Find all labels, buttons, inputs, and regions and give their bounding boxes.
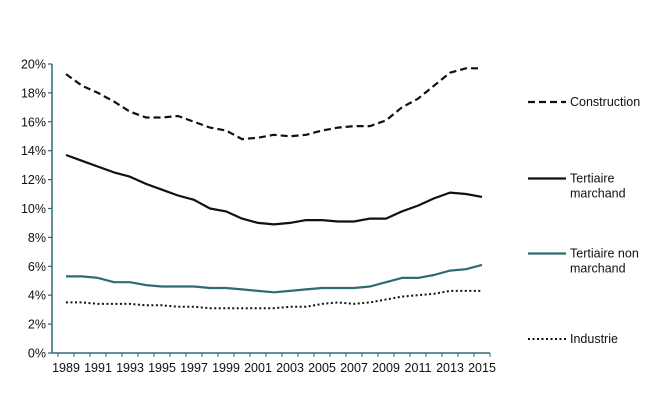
series-group xyxy=(65,67,483,310)
y-tick-label: 4% xyxy=(28,289,46,303)
legend-label: marchand xyxy=(570,187,626,201)
series-line-construction xyxy=(65,67,482,141)
series-line-tertiaire-marchand xyxy=(65,153,483,226)
y-tick-label: 14% xyxy=(21,144,46,158)
x-tick-label: 2009 xyxy=(372,361,400,375)
x-tick-label: 1997 xyxy=(180,361,208,375)
y-tick-label: 18% xyxy=(21,86,46,100)
legend-label: Tertiaire xyxy=(570,172,615,186)
x-tick-label: 2013 xyxy=(436,361,464,375)
legend-label: Construction xyxy=(570,95,640,109)
y-tick-label: 10% xyxy=(21,202,46,216)
x-tick-label: 2005 xyxy=(308,361,336,375)
y-tick-label: 20% xyxy=(21,58,46,72)
y-tick-label: 8% xyxy=(28,231,46,245)
x-tick-label: 1999 xyxy=(212,361,240,375)
series-line-tertiaire-non-marchand xyxy=(66,263,483,294)
y-tick-label: 12% xyxy=(21,173,46,187)
series-line-industrie xyxy=(66,289,482,310)
x-tick-label: 2007 xyxy=(340,361,368,375)
axes: 0% 2% 4% 6% 8% 10% 12% 14% 16% 18% 20% 1989 1991 1993… xyxy=(21,58,496,376)
x-tick-label: 2001 xyxy=(244,361,272,375)
y-tick-label: 6% xyxy=(28,260,46,274)
y-tick-label: 2% xyxy=(28,318,46,332)
x-tick-label: 1991 xyxy=(84,361,112,375)
legend-label: Tertiaire non xyxy=(570,247,639,261)
x-tick-label: 1995 xyxy=(148,361,176,375)
legend-label: Industrie xyxy=(570,332,618,346)
x-tick-label: 2003 xyxy=(276,361,304,375)
x-tick-label: 2011 xyxy=(405,361,432,375)
x-tick-label: 1989 xyxy=(52,361,80,375)
x-tick-label: 1993 xyxy=(116,361,144,375)
y-tick-label: 0% xyxy=(28,347,46,361)
legend-label: marchand xyxy=(570,262,626,276)
y-tick-label: 16% xyxy=(21,115,46,129)
x-tick-label: 2015 xyxy=(468,361,496,375)
